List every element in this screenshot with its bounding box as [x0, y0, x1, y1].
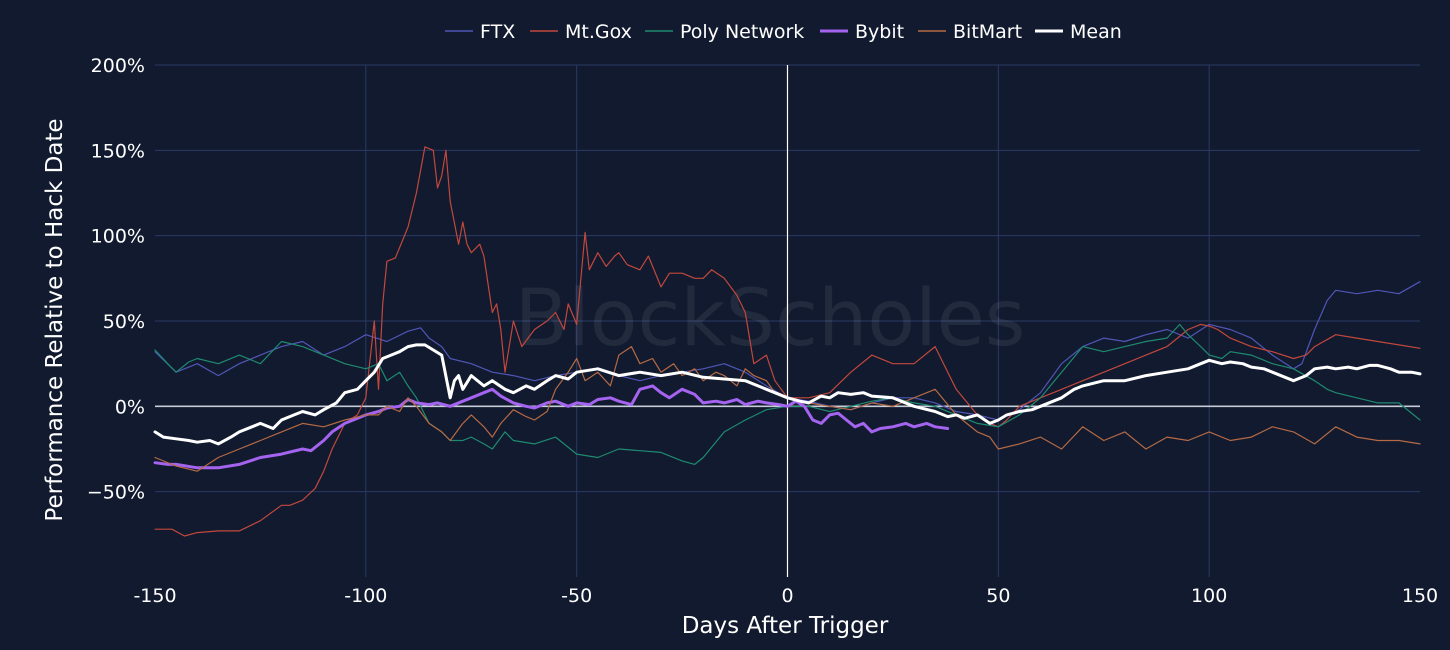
x-tick-label: -50	[561, 585, 592, 607]
x-tick-label: -100	[344, 585, 387, 607]
legend-item-bybit[interactable]: Bybit	[820, 21, 904, 43]
legend-item-bitmart[interactable]: BitMart	[918, 21, 1022, 43]
x-tick-label: 50	[986, 585, 1010, 607]
x-axis-title: Days After Trigger	[682, 613, 889, 639]
y-tick-label: 200%	[91, 55, 145, 77]
legend-label: FTX	[480, 21, 515, 43]
y-tick-label: 150%	[91, 140, 145, 162]
y-tick-label: 0%	[115, 396, 145, 418]
legend-label: Mt.Gox	[565, 21, 632, 43]
y-tick-label: 50%	[103, 311, 145, 333]
legend-label: Mean	[1070, 21, 1122, 43]
legend-item-ftx[interactable]: FTX	[445, 21, 515, 43]
watermark-text: BlockScholes	[515, 274, 1026, 364]
x-tick-label: 150	[1402, 585, 1438, 607]
legend-label: Bybit	[855, 21, 904, 43]
series-line-poly-network	[154, 323, 1421, 465]
legend-item-mean[interactable]: Mean	[1035, 21, 1122, 43]
series-group	[153, 146, 1422, 537]
legend-item-mt-gox[interactable]: Mt.Gox	[530, 21, 632, 43]
x-tick-labels: -150 -100 -50 0 50 100 150	[133, 585, 1438, 607]
y-tick-label: 100%	[91, 226, 145, 248]
series-line-mean	[153, 343, 1422, 446]
y-tick-label: −50%	[87, 482, 145, 504]
legend-label: BitMart	[953, 21, 1022, 43]
legend[interactable]: FTX Mt.Gox Poly Network Bybit BitMart Mean	[445, 21, 1122, 43]
series-line-bybit	[153, 384, 950, 470]
y-tick-labels: −50% 0% 50% 100% 150% 200%	[87, 55, 145, 504]
x-tick-label: 100	[1191, 585, 1227, 607]
legend-label: Poly Network	[680, 21, 804, 43]
y-axis-title: Performance Relative to Hack Date	[42, 118, 68, 521]
x-tick-label: 0	[781, 585, 793, 607]
legend-item-poly-network[interactable]: Poly Network	[645, 21, 804, 43]
x-tick-label: -150	[133, 585, 176, 607]
